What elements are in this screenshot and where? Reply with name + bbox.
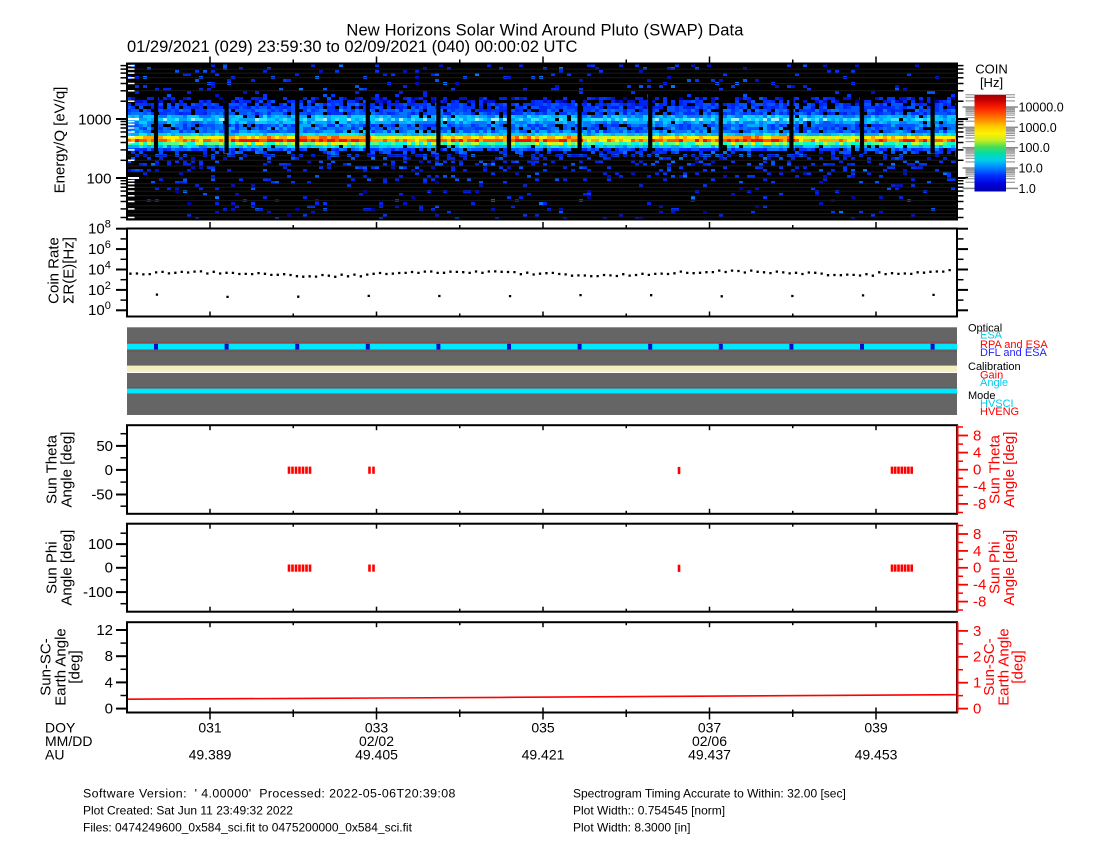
svg-text:-4: -4 — [973, 479, 986, 496]
svg-text:Plot Width:: 0.754545 [norm]: Plot Width:: 0.754545 [norm] — [573, 804, 725, 818]
svg-text:02/02: 02/02 — [359, 733, 394, 749]
svg-text:Sun-SC-: Sun-SC- — [38, 638, 55, 696]
svg-text:49.405: 49.405 — [355, 747, 398, 763]
svg-text:49.421: 49.421 — [522, 747, 565, 763]
svg-text:Angle [deg]: Angle [deg] — [1001, 530, 1018, 606]
svg-text:8: 8 — [973, 427, 981, 444]
svg-text:49.453: 49.453 — [855, 747, 898, 763]
svg-text:0: 0 — [105, 560, 113, 577]
svg-text:10.0: 10.0 — [1019, 162, 1043, 176]
svg-text:01/29/2021 (029) 23:59:30 to 0: 01/29/2021 (029) 23:59:30 to 02/09/2021 … — [127, 38, 577, 56]
svg-text:2: 2 — [973, 649, 981, 666]
svg-text:-4: -4 — [973, 577, 986, 594]
svg-text:HVENG: HVENG — [980, 406, 1019, 418]
svg-text:100: 100 — [86, 170, 111, 187]
svg-text:[deg]: [deg] — [1010, 650, 1027, 683]
svg-text:037: 037 — [698, 720, 722, 736]
svg-text:Calibration: Calibration — [968, 361, 1021, 373]
svg-text:[deg]: [deg] — [67, 650, 84, 683]
svg-text:Sun-SC-: Sun-SC- — [981, 638, 998, 696]
svg-text:1000: 1000 — [78, 111, 111, 128]
svg-text:-100: -100 — [83, 584, 113, 601]
svg-text:4: 4 — [973, 445, 981, 462]
svg-text:8: 8 — [973, 526, 981, 543]
svg-text:12: 12 — [96, 622, 113, 639]
svg-text:Plot Created: Sat Jun 11 23:49: Plot Created: Sat Jun 11 23:49:32 2022 — [83, 804, 293, 818]
svg-text:[Hz]: [Hz] — [980, 75, 1003, 90]
svg-text:DFL and ESA: DFL and ESA — [980, 347, 1048, 359]
svg-text:3: 3 — [973, 623, 981, 640]
svg-text:8: 8 — [105, 648, 113, 665]
svg-text:HVSCI: HVSCI — [980, 398, 1014, 410]
svg-text:100.0: 100.0 — [1019, 141, 1050, 155]
svg-text:Files: 0474249600_0x584_sci.fi: Files: 0474249600_0x584_sci.fit to 04752… — [83, 821, 413, 835]
svg-text:-50: -50 — [91, 486, 113, 503]
svg-text:Sun Theta: Sun Theta — [44, 434, 61, 504]
svg-text:ΣR(E)[Hz]: ΣR(E)[Hz] — [61, 237, 78, 304]
svg-text:031: 031 — [198, 720, 222, 736]
svg-text:Earth Angle: Earth Angle — [53, 628, 70, 706]
svg-text:0: 0 — [105, 701, 113, 718]
svg-text:Angle [deg]: Angle [deg] — [59, 530, 76, 606]
svg-text:MM/DD: MM/DD — [45, 733, 92, 749]
svg-text:4: 4 — [105, 674, 113, 691]
svg-text:100: 100 — [88, 536, 113, 553]
svg-text:Mode: Mode — [968, 390, 996, 402]
svg-text:DOY: DOY — [45, 720, 76, 736]
svg-text:0: 0 — [973, 560, 981, 577]
svg-text:0: 0 — [973, 462, 981, 479]
svg-text:1: 1 — [973, 675, 981, 692]
svg-text:4: 4 — [973, 543, 981, 560]
svg-text:Angle: Angle — [980, 377, 1008, 389]
svg-text:035: 035 — [531, 720, 555, 736]
svg-text:033: 033 — [365, 720, 389, 736]
svg-text:COIN: COIN — [975, 62, 1008, 77]
svg-text:02/06: 02/06 — [692, 733, 727, 749]
svg-text:Gain: Gain — [980, 369, 1003, 381]
svg-text:Software Version: ' 4.00000': Software Version: ' 4.00000' Processed: … — [83, 787, 456, 801]
svg-text:1000.0: 1000.0 — [1019, 121, 1057, 135]
svg-text:50: 50 — [96, 438, 113, 455]
svg-text:Angle [deg]: Angle [deg] — [1001, 432, 1018, 508]
svg-text:Coin Rate: Coin Rate — [46, 237, 63, 304]
svg-text:ESA: ESA — [980, 329, 1003, 341]
svg-text:0: 0 — [105, 462, 113, 479]
svg-text:New Horizons Solar Wind Around: New Horizons Solar Wind Around Pluto (SW… — [346, 22, 744, 40]
svg-text:49.437: 49.437 — [688, 747, 731, 763]
svg-text:Plot Width: 8.3000 [in]: Plot Width: 8.3000 [in] — [573, 821, 690, 835]
svg-text:Angle [deg]: Angle [deg] — [59, 432, 76, 508]
svg-text:10000.0: 10000.0 — [1019, 101, 1064, 115]
svg-text:039: 039 — [864, 720, 888, 736]
svg-text:1.0: 1.0 — [1019, 182, 1036, 196]
svg-text:Earth Angle: Earth Angle — [996, 628, 1013, 706]
svg-text:Optical: Optical — [968, 323, 1002, 335]
svg-text:49.389: 49.389 — [189, 747, 232, 763]
svg-text:Energy/Q [eV/q]: Energy/Q [eV/q] — [52, 87, 69, 194]
svg-text:-8: -8 — [973, 496, 986, 513]
svg-text:Sun Theta: Sun Theta — [987, 434, 1004, 504]
svg-text:Sun Phi: Sun Phi — [44, 541, 61, 594]
svg-text:Spectrogram Timing Accurate to: Spectrogram Timing Accurate to Within: 3… — [573, 787, 846, 801]
svg-text:-8: -8 — [973, 594, 986, 611]
svg-text:0: 0 — [973, 701, 981, 718]
svg-text:Sun Phi: Sun Phi — [987, 541, 1004, 594]
svg-text:RPA and ESA: RPA and ESA — [980, 339, 1048, 351]
svg-text:AU: AU — [45, 747, 64, 763]
